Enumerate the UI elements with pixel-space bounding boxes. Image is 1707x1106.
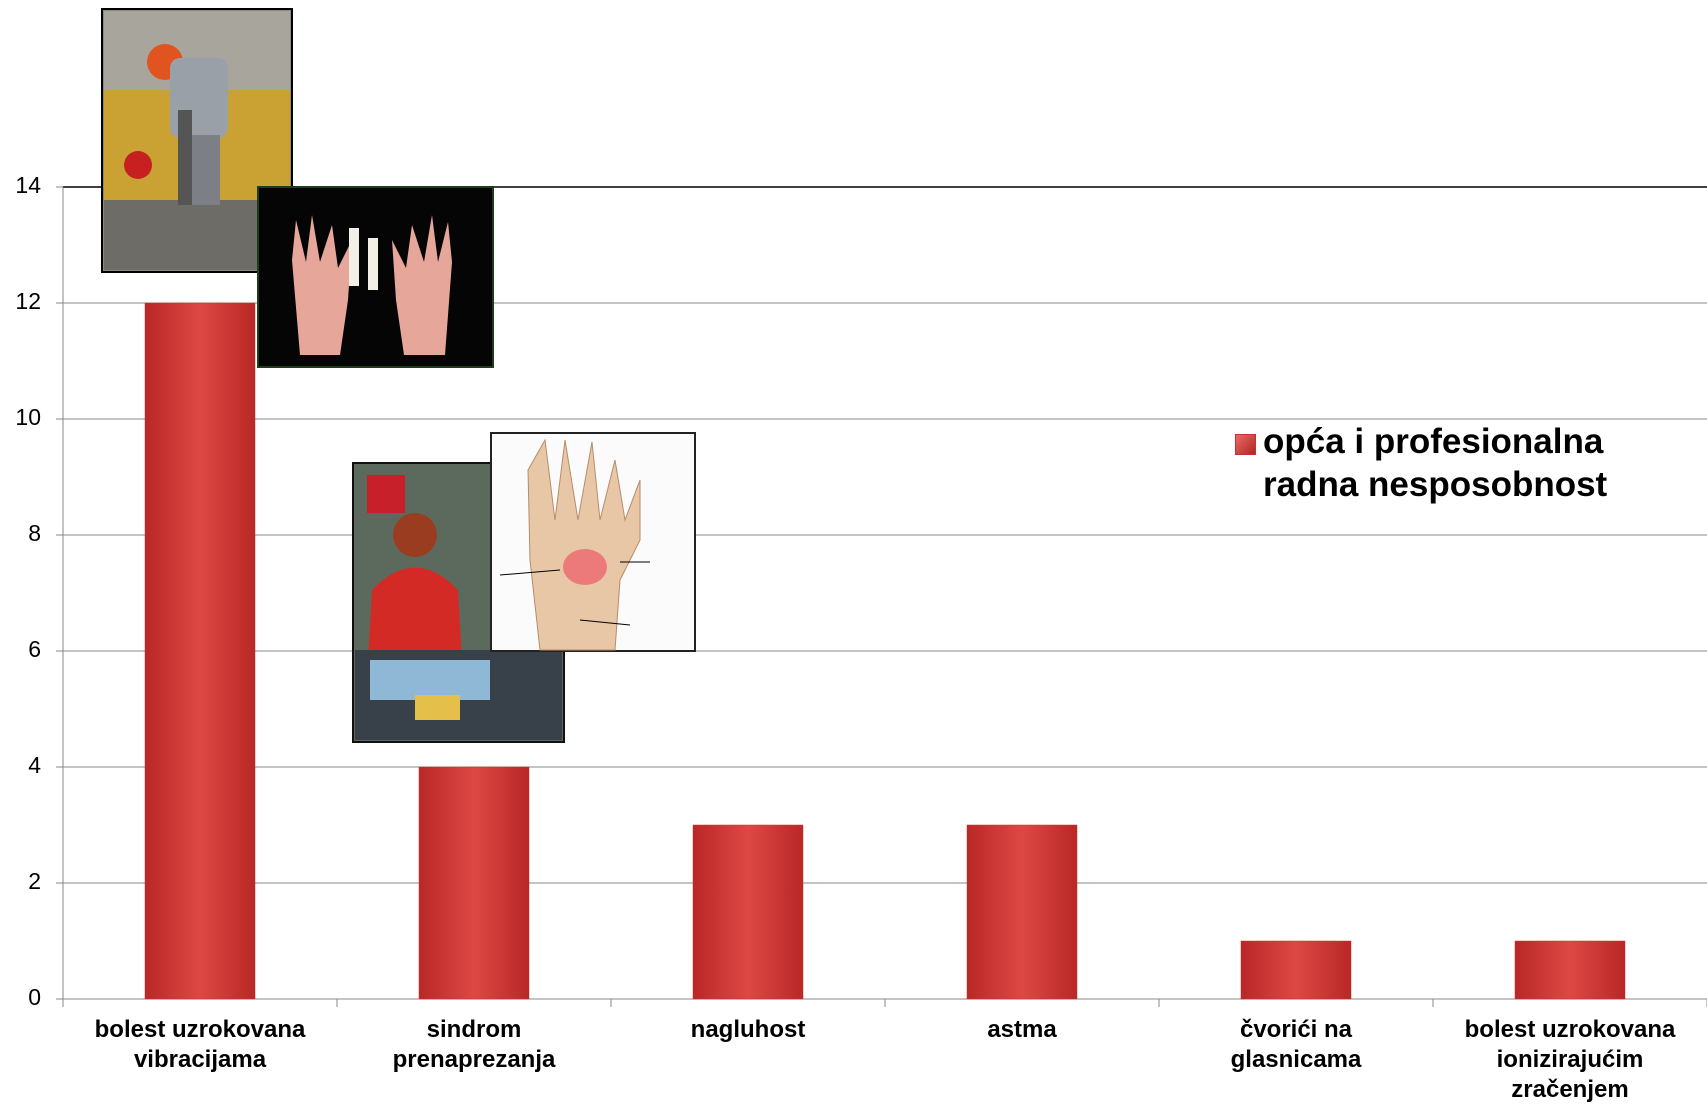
x-tick-label: čvorići na glasnicama <box>1230 1016 1362 1073</box>
photo-wrist-diagram <box>490 432 696 652</box>
bar <box>692 824 804 1000</box>
bar <box>966 824 1078 1000</box>
y-tick-label: 0 <box>28 984 41 1010</box>
photo-jackhammer <box>101 8 293 273</box>
bar <box>1240 940 1352 1000</box>
y-tick-label: 8 <box>28 520 41 546</box>
legend-label: opća i profesionalna radna nesposobnost <box>1263 422 1608 504</box>
y-tick-label: 10 <box>15 404 41 430</box>
x-tick-label: nagluhost <box>690 1016 806 1043</box>
x-tick-label: bolest uzrokovana ionizirajućim zračenje… <box>1464 1016 1676 1103</box>
y-tick-label: 12 <box>15 288 41 314</box>
y-tick-label: 14 <box>15 172 41 198</box>
legend: opća i profesionalna radna nesposobnost <box>1235 420 1683 506</box>
y-tick-label: 6 <box>28 636 41 662</box>
y-tick-label: 2 <box>28 868 41 894</box>
photos <box>101 8 696 743</box>
y-tick-label: 4 <box>28 752 41 778</box>
x-tick-label: bolest uzrokovana vibracijama <box>94 1016 306 1073</box>
photo-hands <box>257 186 494 368</box>
bar <box>418 766 530 1000</box>
x-tick-label: sindrom prenaprezanja <box>392 1016 556 1073</box>
bar <box>144 302 256 1000</box>
x-tick-label: astma <box>987 1016 1057 1043</box>
bar <box>1514 940 1626 1000</box>
legend-key <box>1235 434 1256 455</box>
